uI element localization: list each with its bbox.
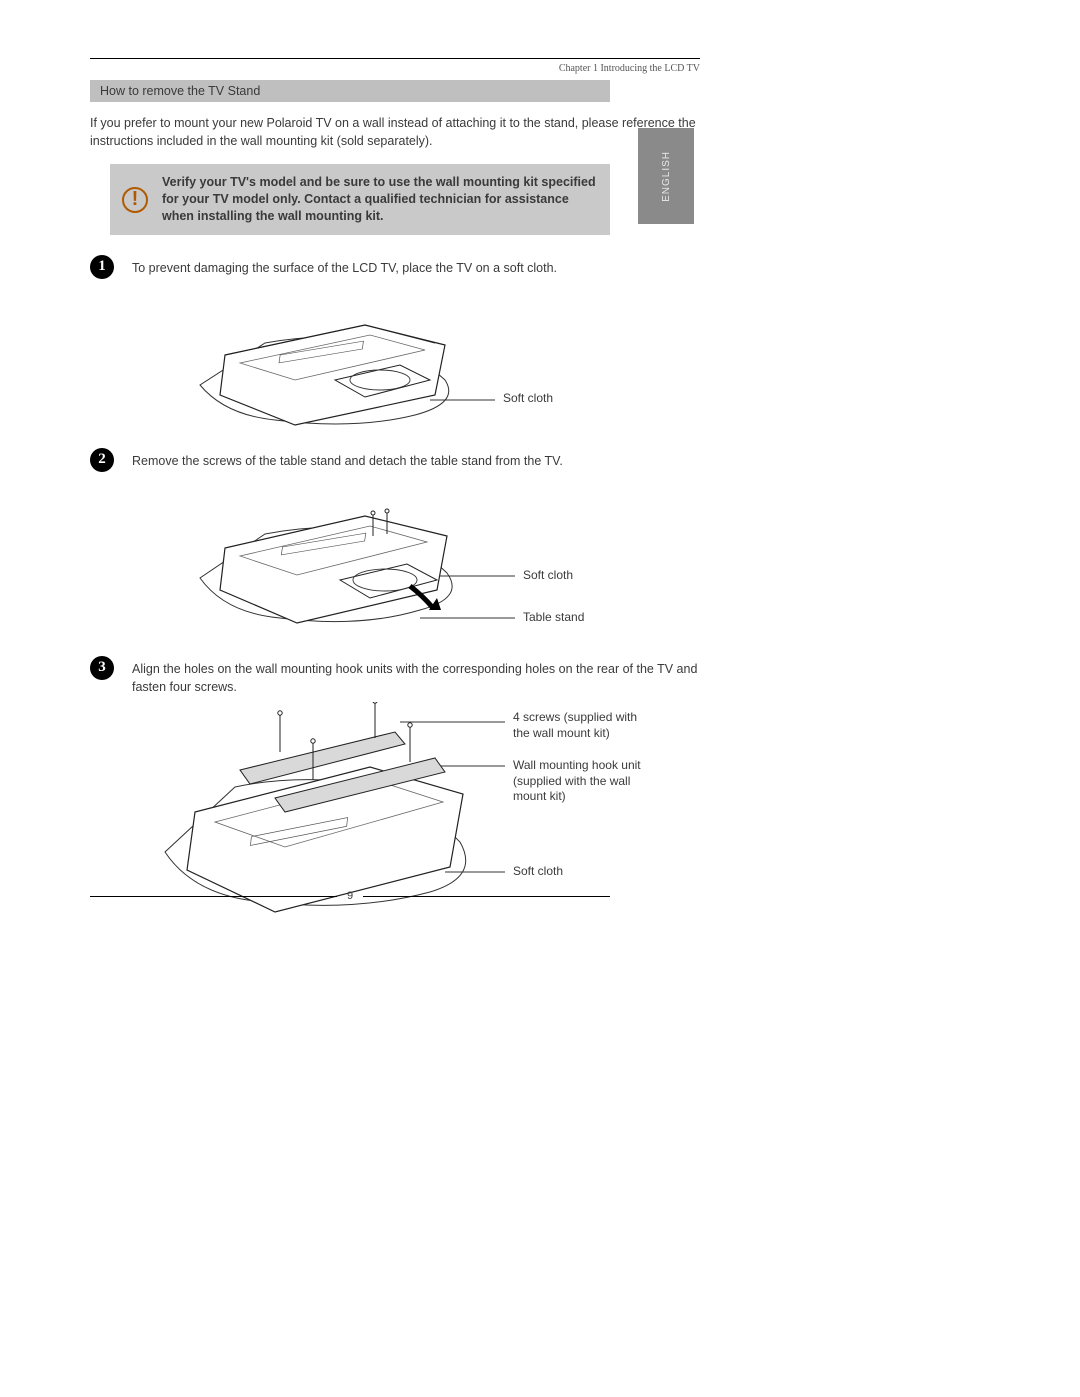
intro-text: If you prefer to mount your new Polaroid… <box>90 114 700 150</box>
tv-on-cloth-illustration <box>185 285 505 440</box>
language-label: ENGLISH <box>661 151 672 202</box>
step-number-2: 2 <box>90 448 114 472</box>
label-soft-cloth-2: Soft cloth <box>523 568 573 584</box>
figure-2: Soft cloth Table stand <box>185 478 700 648</box>
step-text-3: Align the holes on the wall mounting hoo… <box>132 658 700 696</box>
warning-text: Verify your TV's model and be sure to us… <box>162 174 598 225</box>
step-text-2: Remove the screws of the table stand and… <box>132 450 563 470</box>
page-footer: 9 <box>90 890 610 902</box>
label-table-stand: Table stand <box>523 610 584 626</box>
label-soft-cloth-1: Soft cloth <box>503 391 553 407</box>
section-title-bar: How to remove the TV Stand <box>90 80 610 102</box>
label-hook-unit: Wall mounting hook unit (supplied with t… <box>513 758 663 805</box>
warning-icon: ! <box>122 187 148 213</box>
step-number-3: 3 <box>90 656 114 680</box>
step-number-1: 1 <box>90 255 114 279</box>
figure-1: Soft cloth <box>185 285 700 440</box>
chapter-header: Chapter 1 Introducing the LCD TV <box>90 63 700 74</box>
page-number: 9 <box>337 890 363 902</box>
label-screws: 4 screws (supplied with the wall mount k… <box>513 710 653 741</box>
step-1: 1 To prevent damaging the surface of the… <box>90 257 700 279</box>
step-text-1: To prevent damaging the surface of the L… <box>132 257 557 277</box>
warning-box: ! Verify your TV's model and be sure to … <box>110 164 610 235</box>
remove-stand-illustration <box>185 478 525 648</box>
top-rule <box>90 58 700 59</box>
label-soft-cloth-3: Soft cloth <box>513 864 563 880</box>
footer-rule-left <box>90 896 337 897</box>
language-tab: ENGLISH <box>638 128 694 224</box>
step-3: 3 Align the holes on the wall mounting h… <box>90 658 700 696</box>
footer-rule-right <box>363 896 610 897</box>
manual-page: Chapter 1 Introducing the LCD TV How to … <box>90 58 700 942</box>
step-2: 2 Remove the screws of the table stand a… <box>90 450 700 472</box>
